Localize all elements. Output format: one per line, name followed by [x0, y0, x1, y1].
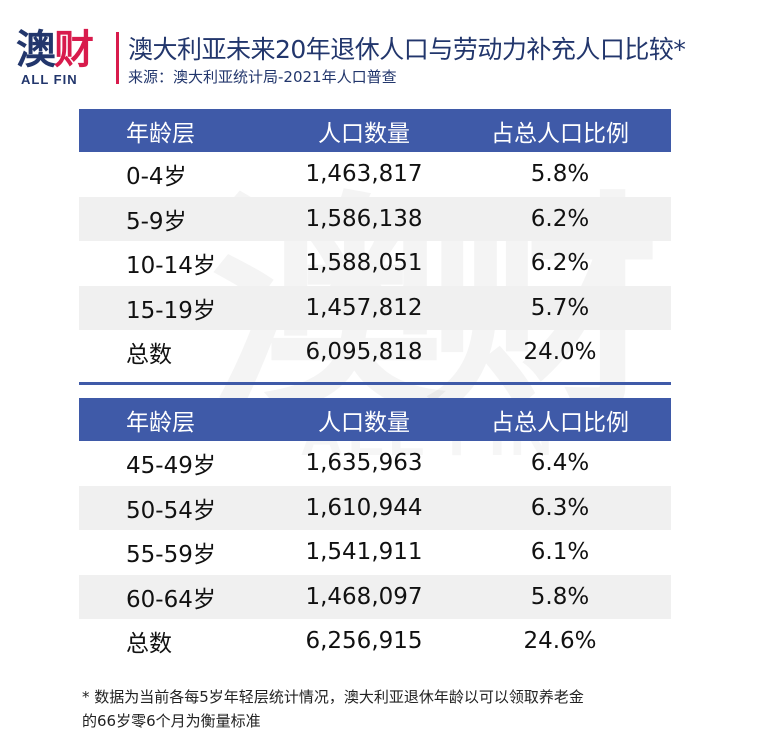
cell-age: 55-59岁 — [126, 542, 216, 569]
cell-population: 1,588,051 — [305, 250, 423, 277]
cell-percentage: 5.7% — [530, 294, 590, 321]
footnote-line-1: * 数据为当前各每5岁年轻层统计情况，澳大利亚退休年龄以可以领取养老金 — [82, 688, 584, 706]
cell-percentage: 6.3% — [530, 494, 590, 521]
cell-percentage: 6.4% — [530, 450, 590, 477]
cell-population: 1,610,944 — [305, 494, 423, 521]
cell-total-population: 6,256,915 — [305, 628, 423, 655]
table-row: 15-19岁 1,457,812 5.7% — [79, 285, 671, 330]
page-title: 澳大利亚未来20年退休人口与劳动力补充人口比较* — [128, 35, 686, 64]
table-row: 50-54岁 1,610,944 6.3% — [79, 485, 671, 530]
table-bottom-rule — [79, 381, 671, 385]
cell-age: 50-54岁 — [126, 497, 216, 524]
table-header: 年龄层 人口数量 占总人口比例 — [79, 398, 671, 441]
cell-age: 15-19岁 — [126, 297, 216, 324]
cell-age: 0-4岁 — [126, 164, 187, 191]
cell-age: 45-49岁 — [126, 453, 216, 480]
cell-population: 1,468,097 — [305, 583, 423, 610]
header-percentage: 占总人口比例 — [491, 120, 629, 147]
cell-population: 1,635,963 — [305, 450, 423, 477]
cell-total-label: 总数 — [126, 631, 172, 658]
header-age-group: 年龄层 — [126, 409, 195, 436]
table-row: 0-4岁 1,463,817 5.8% — [79, 152, 671, 197]
cell-age: 5-9岁 — [126, 208, 187, 235]
table-row: 55-59岁 1,541,911 6.1% — [79, 530, 671, 575]
cell-percentage: 5.8% — [530, 161, 590, 188]
retiring-population-table: 年龄层 人口数量 占总人口比例 45-49岁 1,635,963 6.4% 50… — [79, 398, 671, 664]
youth-population-table: 年龄层 人口数量 占总人口比例 0-4岁 1,463,817 5.8% 5-9岁… — [79, 109, 671, 385]
table-total-row: 总数 6,256,915 24.6% — [79, 619, 671, 664]
footnote: * 数据为当前各每5岁年轻层统计情况，澳大利亚退休年龄以可以领取养老金 的66岁… — [82, 685, 752, 733]
header-population: 人口数量 — [318, 409, 410, 436]
logo-mark: 澳财 — [16, 28, 108, 72]
cell-population: 1,463,817 — [305, 161, 423, 188]
cell-percentage: 6.2% — [530, 250, 590, 277]
logo: 澳财 ALL FIN — [16, 28, 108, 94]
table-row: 45-49岁 1,635,963 6.4% — [79, 441, 671, 486]
cell-total-label: 总数 — [126, 342, 172, 369]
table-total-row: 总数 6,095,818 24.0% — [79, 330, 671, 375]
cell-total-population: 6,095,818 — [305, 339, 423, 366]
header-divider — [116, 32, 119, 84]
cell-percentage: 6.1% — [530, 539, 590, 566]
header-population: 人口数量 — [318, 120, 410, 147]
cell-population: 1,457,812 — [305, 294, 423, 321]
source-line: 来源：澳大利亚统计局-2021年人口普查 — [128, 68, 397, 86]
logo-subtext: ALL FIN — [21, 72, 78, 87]
cell-total-percentage: 24.0% — [523, 339, 597, 366]
logo-char-1: 澳 — [16, 27, 56, 73]
cell-percentage: 5.8% — [530, 583, 590, 610]
cell-age: 60-64岁 — [126, 586, 216, 613]
table-row: 10-14岁 1,588,051 6.2% — [79, 241, 671, 286]
table-header: 年龄层 人口数量 占总人口比例 — [79, 109, 671, 152]
table-row: 60-64岁 1,468,097 5.8% — [79, 574, 671, 619]
cell-total-percentage: 24.6% — [523, 628, 597, 655]
cell-population: 1,586,138 — [305, 205, 423, 232]
cell-percentage: 6.2% — [530, 205, 590, 232]
header-age-group: 年龄层 — [126, 120, 195, 147]
cell-age: 10-14岁 — [126, 253, 216, 280]
cell-population: 1,541,911 — [305, 539, 423, 566]
footnote-line-2: 的66岁零6个月为衡量标准 — [82, 712, 261, 730]
header-percentage: 占总人口比例 — [491, 409, 629, 436]
table-row: 5-9岁 1,586,138 6.2% — [79, 196, 671, 241]
logo-char-2: 财 — [54, 27, 94, 73]
